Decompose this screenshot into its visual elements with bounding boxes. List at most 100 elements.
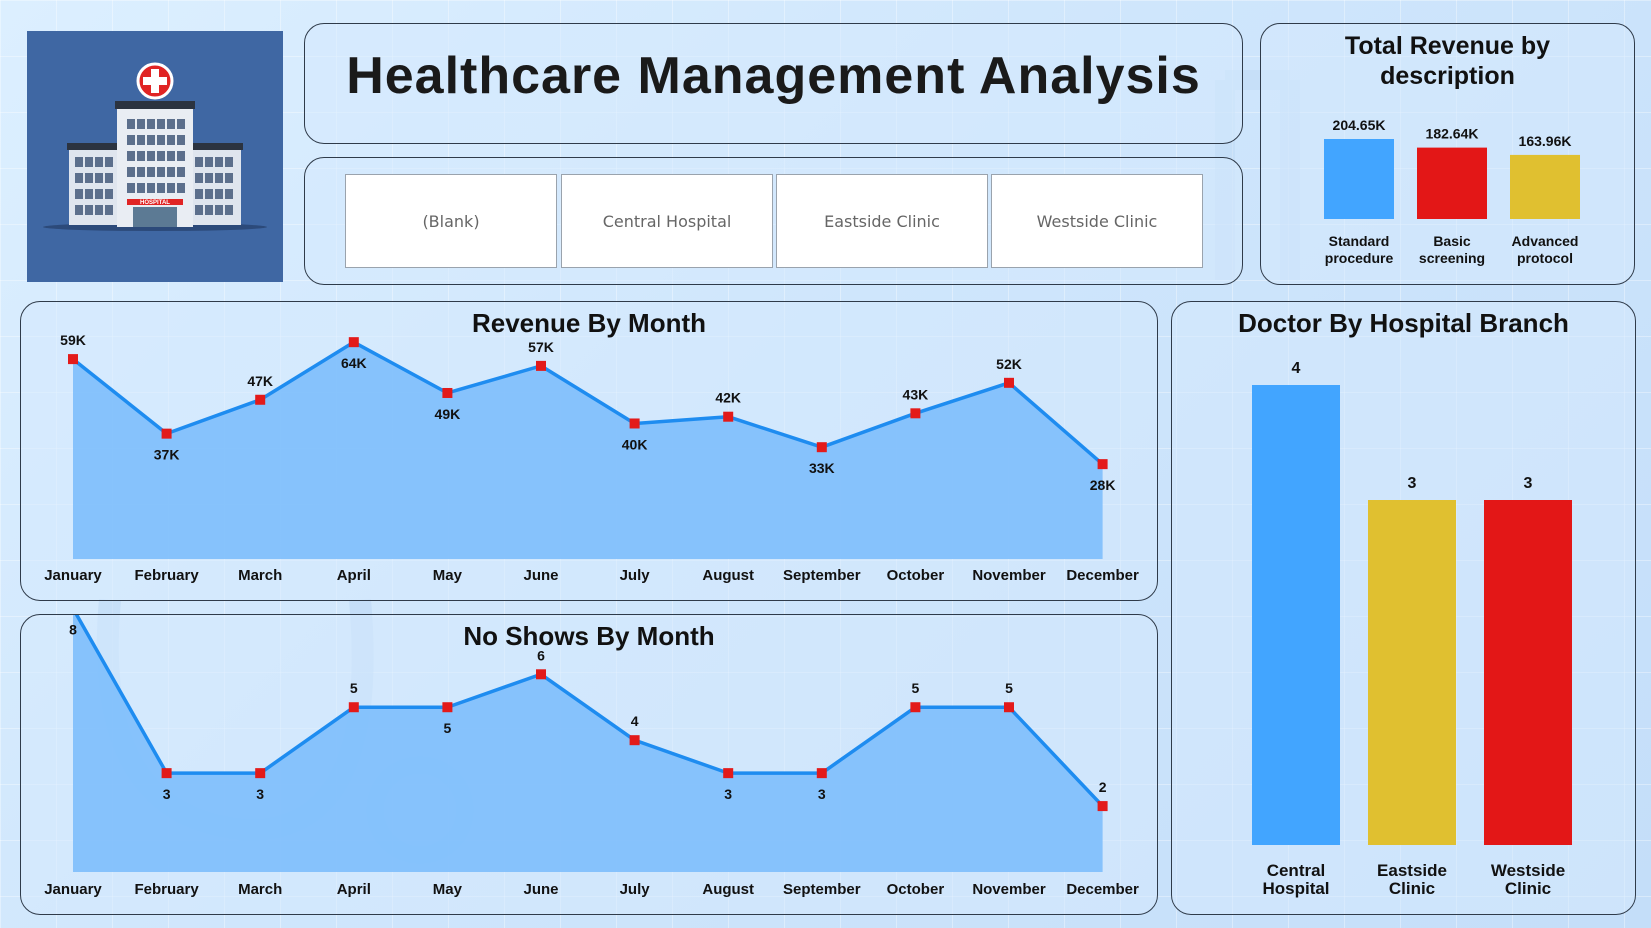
series-line [71,340,1104,466]
bar-1[interactable] [1252,385,1340,845]
revenue-by-month-chart: 59K January 37K February 47K March 64K April 49K… [44,332,1139,584]
month-label: September [783,567,861,584]
month-label: June [523,881,558,898]
data-label: 52K [996,356,1022,372]
data-point[interactable] [68,354,78,365]
month-label: March [238,567,282,584]
category-label: Central [1267,861,1326,880]
bar-value-label: 182.64K [1426,126,1479,142]
category-label: Westside [1491,861,1565,880]
data-label: 64K [341,355,367,371]
doctor-by-branch-title: Doctor By Hospital Branch [1238,308,1569,338]
doctor-by-branch-panel: Doctor By Hospital Branch 4 Central Hospit… [1171,301,1636,915]
month-label: May [433,881,463,898]
doctor-by-branch-chart: 4CentralHospital3EastsideClinic3Westside… [1252,360,1572,898]
data-label: 2 [1099,779,1107,795]
month-label: May [433,567,463,584]
branch-slicer-panel: (Blank) Central Hospital Eastside Clinic… [304,157,1243,285]
bar-1[interactable] [1324,139,1394,219]
data-point[interactable] [442,702,453,713]
data-point[interactable] [723,411,734,422]
category-label: procedure [1325,250,1394,266]
data-label: 5 [1005,680,1013,696]
no-shows-by-month-chart: 8 January 3 February 3 March 5 April 5 May 6 June 4 J… [44,615,1139,898]
data-label: 5 [912,680,920,696]
series-line [74,615,1104,808]
data-point[interactable] [348,337,359,348]
data-point[interactable] [910,702,921,713]
month-label: February [134,881,199,898]
month-label: July [620,567,651,584]
revenue-by-description-title-line1: Total Revenue by [1344,32,1551,60]
data-label: 6 [537,647,545,663]
category-label: Eastside [1377,861,1447,880]
data-label: 57K [528,339,554,355]
data-point[interactable] [910,408,921,419]
data-point[interactable] [255,768,266,779]
data-label: 4 [631,713,639,729]
page-title: Healthcare Management Analysis [346,47,1201,105]
month-label: January [44,881,102,898]
data-point[interactable] [629,418,640,429]
bar-2[interactable] [1368,500,1456,845]
revenue-by-month-panel: Revenue By Month 59K January 37K February 47… [20,301,1158,601]
month-label: September [783,881,861,898]
data-point[interactable] [536,360,546,371]
data-point[interactable] [1097,801,1108,812]
slicer-option-blank[interactable]: (Blank) [345,174,557,268]
data-point[interactable] [1004,377,1014,388]
data-label: 3 [256,786,264,802]
data-point[interactable] [255,394,266,405]
month-label: November [972,881,1046,898]
category-label: Advanced [1512,233,1579,249]
slicer-option-central-hospital[interactable]: Central Hospital [561,174,773,268]
month-label: December [1066,881,1139,898]
data-label: 43K [903,386,929,402]
data-point[interactable] [536,669,546,680]
bar-3[interactable] [1510,154,1580,219]
data-label: 5 [444,720,452,736]
hospital-sign-text: HOSPITAL [140,200,170,206]
month-label: April [337,881,371,898]
data-label: 37K [154,447,180,463]
category-label: Hospital [1262,879,1329,898]
month-label: July [620,881,651,898]
data-point[interactable] [723,768,734,779]
data-label: 47K [247,373,273,389]
revenue-by-description-title-line2: description [1380,62,1515,90]
no-shows-by-month-panel: No Shows By Month 8 January 3 February 3 Marc… [20,614,1158,915]
data-label: 8 [69,621,77,637]
slicer-option-eastside-clinic[interactable]: Eastside Clinic [776,174,988,268]
category-label: Clinic [1389,879,1435,898]
data-point[interactable] [816,768,827,779]
data-label: 59K [60,332,86,348]
month-label: October [887,567,945,584]
bar-value-label: 163.96K [1519,133,1572,149]
data-point[interactable] [629,735,640,746]
bar-value-label: 3 [1524,475,1533,492]
revenue-by-month-title: Revenue By Month [471,308,707,338]
slicer-option-westside-clinic[interactable]: Westside Clinic [991,174,1203,268]
bar-2[interactable] [1417,147,1487,219]
bar-3[interactable] [1484,500,1572,845]
data-point[interactable] [1004,702,1014,713]
month-label: June [523,567,558,584]
month-label: December [1066,567,1139,584]
month-label: April [337,567,371,584]
data-point[interactable] [816,442,827,453]
data-label: 28K [1090,477,1116,493]
data-label: 33K [809,460,835,476]
month-label: March [238,881,282,898]
data-point[interactable] [348,702,359,713]
no-shows-by-month-title: No Shows By Month [463,621,715,651]
data-point[interactable] [161,768,172,779]
data-label: 3 [818,786,826,802]
area-fill [73,615,1103,872]
category-label: screening [1419,250,1485,266]
bar-value-label: 4 [1292,360,1301,377]
data-point[interactable] [161,428,172,439]
data-point[interactable] [442,387,453,398]
data-point[interactable] [1097,459,1108,470]
month-label: November [972,567,1046,584]
